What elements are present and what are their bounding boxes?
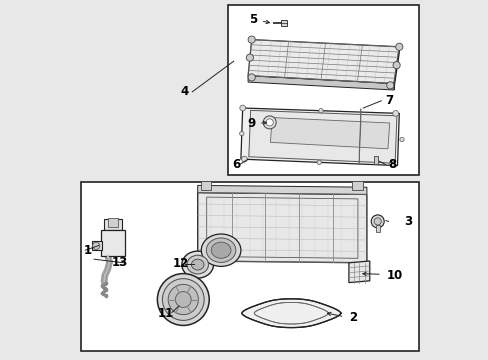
Bar bbox=[228, 5, 418, 175]
Circle shape bbox=[168, 284, 198, 315]
Polygon shape bbox=[248, 111, 396, 163]
Bar bbox=[107, 218, 118, 227]
Text: 2: 2 bbox=[348, 311, 356, 324]
Text: 3: 3 bbox=[403, 215, 411, 228]
Circle shape bbox=[265, 119, 273, 126]
Text: 4: 4 bbox=[180, 85, 188, 98]
Bar bbox=[104, 219, 122, 230]
Bar bbox=[281, 20, 286, 26]
Circle shape bbox=[175, 292, 191, 307]
Text: 12: 12 bbox=[172, 257, 188, 270]
Ellipse shape bbox=[186, 255, 208, 274]
Ellipse shape bbox=[206, 238, 235, 262]
Polygon shape bbox=[348, 261, 369, 283]
Circle shape bbox=[388, 161, 394, 167]
Ellipse shape bbox=[201, 234, 241, 266]
Circle shape bbox=[92, 242, 100, 249]
Circle shape bbox=[157, 274, 209, 325]
Circle shape bbox=[318, 109, 323, 113]
Text: 13: 13 bbox=[111, 256, 127, 269]
Text: 6: 6 bbox=[232, 158, 241, 171]
Polygon shape bbox=[358, 109, 360, 165]
Text: 5: 5 bbox=[248, 13, 257, 26]
Text: 10: 10 bbox=[386, 269, 402, 282]
Polygon shape bbox=[247, 76, 393, 90]
Circle shape bbox=[392, 111, 398, 116]
Bar bbox=[201, 181, 211, 190]
Bar bbox=[81, 182, 418, 351]
Polygon shape bbox=[393, 47, 399, 90]
Circle shape bbox=[395, 43, 402, 50]
Circle shape bbox=[263, 116, 276, 129]
Polygon shape bbox=[270, 118, 389, 149]
Ellipse shape bbox=[211, 242, 230, 258]
Circle shape bbox=[373, 218, 381, 225]
Text: 11: 11 bbox=[158, 307, 174, 320]
Polygon shape bbox=[197, 193, 366, 263]
Circle shape bbox=[246, 54, 253, 61]
Circle shape bbox=[316, 160, 321, 165]
Text: 7: 7 bbox=[384, 94, 392, 107]
Circle shape bbox=[399, 138, 404, 142]
Ellipse shape bbox=[191, 259, 203, 270]
Circle shape bbox=[162, 279, 204, 320]
Circle shape bbox=[386, 82, 393, 89]
Bar bbox=[352, 181, 362, 190]
Circle shape bbox=[241, 156, 247, 162]
Circle shape bbox=[247, 74, 255, 81]
Ellipse shape bbox=[182, 251, 213, 278]
Polygon shape bbox=[197, 185, 366, 194]
Circle shape bbox=[370, 215, 384, 228]
Text: 8: 8 bbox=[387, 158, 396, 171]
Polygon shape bbox=[242, 299, 340, 328]
Bar bbox=[91, 241, 102, 250]
Circle shape bbox=[239, 105, 245, 111]
Bar bbox=[375, 225, 379, 232]
Text: 1: 1 bbox=[83, 244, 92, 257]
Circle shape bbox=[392, 62, 399, 69]
Bar bbox=[101, 230, 125, 256]
Polygon shape bbox=[241, 108, 399, 166]
Circle shape bbox=[239, 131, 244, 136]
Text: 9: 9 bbox=[246, 117, 255, 130]
Polygon shape bbox=[247, 40, 399, 84]
Circle shape bbox=[247, 36, 255, 43]
Bar bbox=[373, 156, 377, 164]
